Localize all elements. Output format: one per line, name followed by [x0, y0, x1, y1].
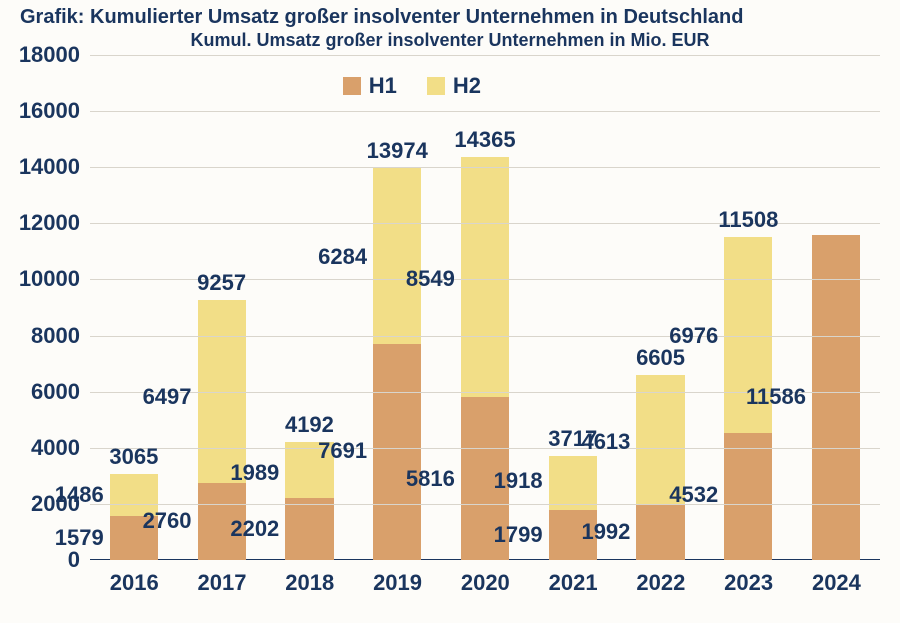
x-tick-label: 2020 [461, 570, 509, 596]
x-tick-label: 2021 [549, 570, 597, 596]
y-tick-label: 0 [68, 547, 80, 573]
data-label: 9257 [197, 270, 246, 296]
legend-label: H1 [369, 73, 397, 99]
gridline [90, 111, 880, 112]
data-label: 6497 [143, 384, 192, 410]
data-label: 6284 [318, 244, 367, 270]
data-label: 2760 [143, 508, 192, 534]
data-label: 1486 [55, 482, 104, 508]
data-label: 14365 [454, 127, 515, 153]
y-tick-label: 18000 [19, 42, 80, 68]
legend-item: H2 [427, 73, 481, 99]
bar-segment-h2 [461, 157, 509, 397]
bar-segment-h2 [549, 456, 597, 510]
data-label: 1989 [230, 460, 279, 486]
x-tick-label: 2023 [724, 570, 772, 596]
gridline [90, 167, 880, 168]
data-label: 1992 [581, 519, 630, 545]
data-label: 1799 [494, 522, 543, 548]
x-tick-label: 2019 [373, 570, 421, 596]
chart-subtitle: Kumul. Umsatz großer insolventer Unterne… [0, 30, 900, 51]
data-label: 6605 [636, 345, 685, 371]
x-tick-label: 2017 [198, 570, 246, 596]
data-label: 11586 [746, 384, 806, 410]
bar-segment-h1 [636, 504, 684, 560]
data-label: 4532 [669, 482, 718, 508]
x-tick-label: 2018 [285, 570, 333, 596]
bar-segment-h1 [373, 344, 421, 560]
y-tick-label: 4000 [31, 435, 80, 461]
data-label: 6976 [669, 323, 718, 349]
bar-segment-h1 [285, 498, 333, 560]
legend-label: H2 [453, 73, 481, 99]
y-tick-label: 14000 [19, 154, 80, 180]
data-label: 4613 [581, 429, 630, 455]
data-label: 8549 [406, 266, 455, 292]
x-tick-label: 2022 [636, 570, 684, 596]
gridline [90, 336, 880, 337]
legend: H1 H2 [343, 73, 481, 99]
bar-segment-h2 [373, 168, 421, 344]
y-tick-label: 8000 [31, 323, 80, 349]
gridline [90, 55, 880, 56]
gridline [90, 448, 880, 449]
y-tick-label: 6000 [31, 379, 80, 405]
data-label: 7691 [318, 438, 367, 464]
data-label: 1918 [494, 468, 543, 494]
legend-swatch [427, 77, 445, 95]
data-label: 5816 [406, 466, 455, 492]
data-label: 13974 [367, 138, 428, 164]
plot-area: 201620172018201920202021202220232024 020… [90, 55, 880, 560]
x-tick-label: 2024 [812, 570, 860, 596]
bar-segment-h1 [724, 433, 772, 560]
data-label: 1579 [55, 525, 104, 551]
x-tick-label: 2016 [110, 570, 158, 596]
y-tick-label: 12000 [19, 210, 80, 236]
legend-item: H1 [343, 73, 397, 99]
data-label: 4192 [285, 412, 334, 438]
bar-segment-h1 [812, 235, 860, 560]
y-tick-label: 16000 [19, 98, 80, 124]
y-tick-label: 10000 [19, 266, 80, 292]
data-label: 11508 [718, 207, 778, 233]
data-label: 2202 [230, 516, 279, 542]
data-label: 3065 [109, 444, 158, 470]
legend-swatch [343, 77, 361, 95]
chart-title: Grafik: Kumulierter Umsatz großer insolv… [20, 6, 743, 29]
chart-container: Grafik: Kumulierter Umsatz großer insolv… [0, 0, 900, 623]
gridline [90, 504, 880, 505]
